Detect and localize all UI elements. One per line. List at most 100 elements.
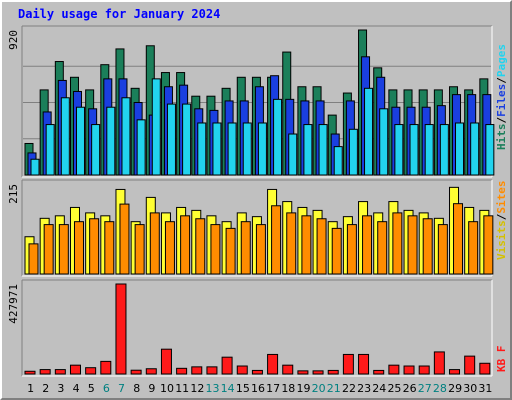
bar-pages-day-18: [288, 133, 298, 176]
bar-pages-day-11: [182, 103, 192, 176]
legend-item-pages: Pages: [495, 44, 508, 77]
bar-sites-day-3: [58, 224, 69, 275]
bar-kb-f-day-30: [464, 355, 476, 375]
y-max-label-hits-files-pages: 920: [7, 30, 20, 50]
bar-sites-day-2: [43, 224, 54, 275]
bar-sites-day-23: [362, 215, 373, 275]
bar-kb-f-day-4: [69, 364, 81, 375]
bar-sites-day-9: [149, 212, 160, 275]
legend-visits-sites: Visits/Sites: [495, 181, 508, 261]
bar-sites-day-6: [104, 221, 115, 275]
bar-kb-f-day-19: [297, 370, 309, 375]
bar-kb-f-day-6: [100, 360, 112, 375]
bar-pages-day-21: [333, 146, 343, 176]
x-tick-day-28: 28: [433, 382, 447, 395]
bar-sites-day-15: [240, 221, 251, 275]
bar-sites-day-1: [28, 243, 39, 275]
bar-kb-f-day-26: [403, 365, 415, 375]
bar-sites-day-22: [346, 224, 357, 275]
bar-kb-f-day-29: [449, 369, 461, 375]
x-tick-day-12: 12: [190, 382, 204, 395]
bar-pages-day-1: [30, 158, 40, 176]
x-tick-day-30: 30: [463, 382, 477, 395]
bar-pages-day-5: [91, 124, 101, 176]
bar-kb-f-day-10: [160, 348, 172, 375]
bar-kb-f-day-28: [433, 351, 445, 375]
panel-kb-f-bg: [22, 280, 492, 376]
x-tick-day-31: 31: [478, 382, 492, 395]
x-tick-day-6: 6: [103, 382, 110, 395]
bar-pages-day-9: [151, 78, 161, 176]
legend-item--: /: [495, 117, 508, 124]
bar-pages-day-25: [394, 124, 404, 176]
bar-pages-day-7: [121, 97, 131, 176]
x-tick-day-1: 1: [27, 382, 34, 395]
x-tick-day-17: 17: [266, 382, 280, 395]
bar-sites-day-20: [316, 218, 327, 275]
x-tick-day-21: 21: [327, 382, 341, 395]
bar-sites-day-18: [286, 212, 297, 275]
bar-kb-f-day-3: [54, 369, 66, 375]
bar-pages-day-3: [60, 97, 70, 176]
bar-pages-day-17: [273, 98, 283, 176]
bar-kb-f-day-31: [479, 362, 491, 375]
x-tick-day-2: 2: [42, 382, 49, 395]
bar-kb-f-day-2: [39, 369, 51, 375]
x-tick-day-10: 10: [160, 382, 174, 395]
x-tick-day-24: 24: [372, 382, 386, 395]
bar-sites-day-16: [255, 224, 266, 275]
bar-kb-f-day-18: [282, 364, 294, 375]
bar-pages-day-2: [45, 124, 55, 176]
bar-kb-f-day-16: [251, 369, 263, 375]
bar-sites-day-28: [437, 224, 448, 275]
y-max-label-kb-f: 427971: [7, 284, 20, 324]
bar-pages-day-13: [212, 122, 222, 176]
bar-sites-day-31: [483, 215, 494, 275]
bar-kb-f-day-5: [85, 367, 97, 375]
bar-kb-f-day-12: [191, 366, 203, 375]
bar-pages-day-14: [227, 122, 237, 176]
x-tick-day-27: 27: [418, 382, 432, 395]
legend-item-hits: Hits: [495, 124, 508, 151]
bar-pages-day-19: [303, 124, 313, 176]
legend-item-sites: Sites: [495, 181, 508, 214]
bar-pages-day-29: [455, 122, 465, 176]
bar-kb-f-day-17: [267, 353, 279, 375]
x-tick-day-5: 5: [88, 382, 95, 395]
x-tick-day-25: 25: [387, 382, 401, 395]
legend-hits-files-pages: Hits/Files/Pages: [495, 44, 508, 150]
x-tick-day-19: 19: [296, 382, 310, 395]
x-tick-day-14: 14: [221, 382, 235, 395]
x-tick-day-13: 13: [206, 382, 220, 395]
bar-kb-f-day-9: [145, 368, 157, 375]
x-tick-day-9: 9: [148, 382, 155, 395]
x-tick-day-15: 15: [236, 382, 250, 395]
bar-pages-day-26: [409, 124, 419, 176]
bar-pages-day-15: [242, 122, 252, 176]
bar-kb-f-day-21: [327, 369, 339, 375]
bar-kb-f-day-13: [206, 366, 218, 375]
x-tick-day-29: 29: [448, 382, 462, 395]
bar-pages-day-30: [470, 122, 480, 176]
bar-sites-day-14: [225, 227, 236, 275]
x-tick-day-20: 20: [312, 382, 326, 395]
bar-sites-day-5: [89, 218, 100, 275]
x-tick-day-18: 18: [281, 382, 295, 395]
legend-item-visits: Visits: [495, 220, 508, 260]
x-tick-day-4: 4: [73, 382, 80, 395]
bar-pages-day-6: [106, 106, 116, 176]
bar-pages-day-12: [197, 122, 207, 176]
legend-item-files: Files: [495, 84, 508, 117]
bar-kb-f-day-27: [418, 365, 430, 375]
x-tick-day-16: 16: [251, 382, 265, 395]
bar-pages-day-23: [364, 87, 374, 176]
bar-sites-day-25: [392, 212, 403, 275]
bar-kb-f-day-7: [115, 283, 127, 375]
y-max-label-visits-sites: 215: [7, 184, 20, 204]
x-tick-day-7: 7: [118, 382, 125, 395]
bar-pages-day-16: [257, 122, 267, 176]
legend-item-kb-f: KB F: [495, 346, 508, 373]
bar-kb-f-day-24: [373, 369, 385, 375]
bar-kb-f-day-23: [358, 353, 370, 375]
x-tick-day-11: 11: [175, 382, 189, 395]
